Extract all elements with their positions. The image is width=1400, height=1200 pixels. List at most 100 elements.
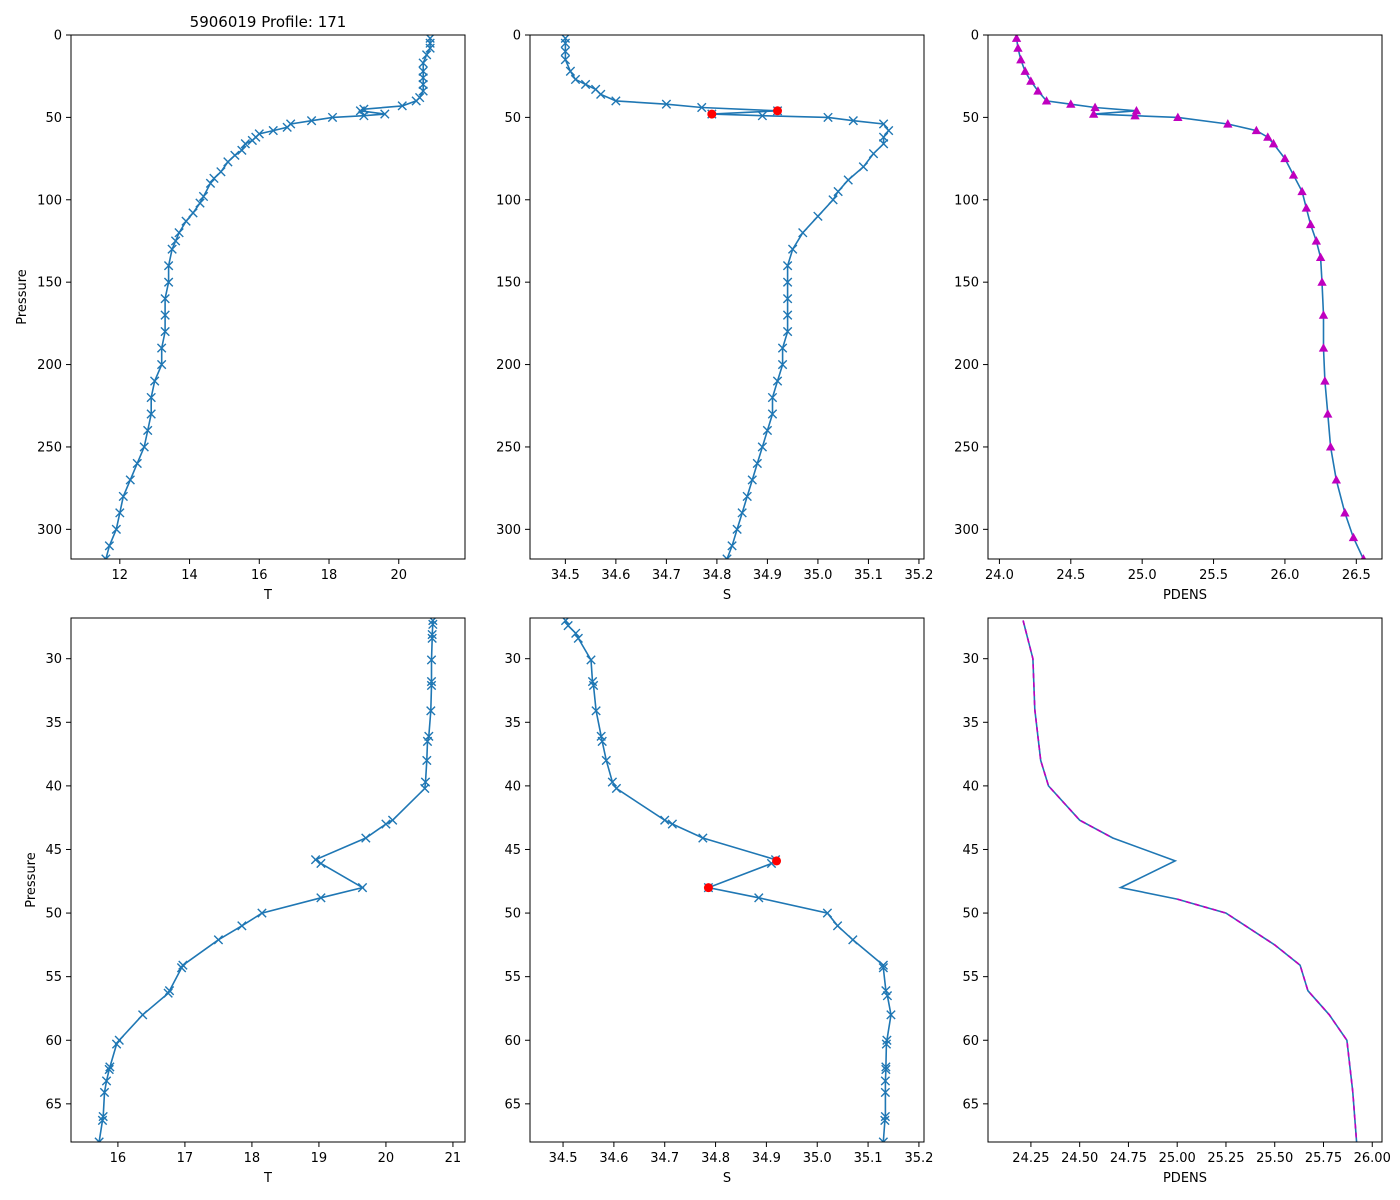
top-salinity-x-marker [833, 186, 843, 197]
bottom-salinity-xtick-label: 35.0 [803, 1151, 832, 1166]
bottom-density-axes-frame [987, 617, 1383, 1143]
bottom-temperature-axes-frame [70, 617, 466, 1143]
top-salinity-ytick-label: 300 [496, 523, 521, 538]
top-density-triangle-marker [1348, 532, 1359, 542]
bottom-salinity-x-marker [597, 736, 607, 747]
bottom-density-ytick-label: 65 [962, 1097, 979, 1112]
bottom-salinity-x-marker [571, 628, 581, 638]
bottom-salinity-x-marker [848, 935, 858, 945]
top-temperature-x-marker [125, 475, 135, 485]
top-salinity-x-marker [843, 175, 853, 185]
bottom-temperature-x-marker [428, 619, 438, 630]
bottom-density-xtick-label: 25.25 [1207, 1151, 1244, 1166]
top-density-triangle-marker [1016, 54, 1026, 64]
top-temperature-x-marker [425, 43, 435, 53]
top-density-triangle-marker [1066, 99, 1076, 108]
top-salinity-x-marker [727, 541, 737, 551]
top-temperature-x-marker [146, 392, 156, 403]
top-salinity-x-marker [878, 119, 889, 129]
bottom-density-plot-area [988, 618, 1382, 1142]
bottom-salinity-x-marker [880, 1111, 891, 1122]
bottom-salinity-highlight-point [703, 883, 713, 893]
bottom-density-xtick-label: 25.50 [1256, 1151, 1293, 1166]
top-temperature-x-marker [421, 50, 432, 60]
bottom-salinity-x-marker [880, 1115, 890, 1126]
top-density-triangle-marker [1301, 203, 1312, 212]
top-density-triangle-marker [1323, 409, 1333, 418]
top-salinity-x-marker [878, 132, 889, 142]
bottom-temperature-panel: 16 17 18 19 20 21 30 35 40 45 50 55 60 65 T Pressure [24, 617, 466, 1186]
figure-title: 5906019 Profile: 171 [190, 13, 347, 31]
top-temperature-ylabel: Pressure [15, 269, 30, 325]
top-salinity-x-marker [777, 343, 788, 353]
top-salinity-x-marker [858, 162, 869, 172]
top-density-triangle-marker [1311, 236, 1322, 245]
bottom-salinity-x-marker [591, 706, 601, 716]
top-temperature-plot-area [71, 35, 465, 559]
top-salinity-x-marker [560, 55, 571, 65]
bottom-salinity-x-marker [611, 783, 622, 794]
top-density-triangle-marker [1013, 43, 1023, 52]
top-temperature-x-marker [240, 139, 251, 149]
bottom-temperature-ytick-label: 65 [45, 1097, 62, 1112]
top-density-ytick-label: 150 [954, 276, 979, 291]
bottom-temperature-x-marker [357, 882, 368, 893]
bottom-density-xtick-label: 24.75 [1110, 1151, 1147, 1166]
top-temperature-x-marker [143, 425, 153, 436]
bottom-temperature-xlabel: T [263, 1171, 272, 1186]
bottom-temperature-x-marker [381, 819, 391, 829]
bottom-salinity-x-marker [832, 921, 843, 931]
top-temperature-x-marker [163, 260, 174, 271]
top-density-ytick-label: 250 [954, 440, 979, 455]
top-density-triangle-marker [1288, 170, 1299, 179]
bottom-temperature-ytick-label: 35 [45, 716, 62, 731]
top-temperature-x-marker [327, 112, 338, 123]
top-salinity-ytick-label: 250 [496, 440, 521, 455]
bottom-temperature-x-marker [426, 706, 436, 716]
top-density-triangle-marker [1315, 252, 1326, 262]
bottom-salinity-ytick-label: 55 [504, 970, 521, 985]
top-salinity-x-marker [782, 326, 793, 337]
top-salinity-xtick-label: 35.2 [904, 568, 933, 583]
top-temperature-x-marker [195, 198, 205, 208]
bottom-salinity-xtick-label: 35.1 [854, 1151, 883, 1166]
top-temperature-ytick-label: 50 [45, 111, 62, 126]
top-salinity-x-marker [787, 244, 798, 254]
top-salinity-x-marker [823, 112, 833, 123]
bottom-temperature-x-marker [387, 815, 398, 825]
top-temperature-x-marker [139, 442, 149, 452]
top-salinity-x-marker [767, 392, 778, 403]
top-salinity-panel: 34.5 34.6 34.7 34.8 34.9 35.0 35.1 35.2 0 50 100 15… [496, 29, 933, 604]
bottom-temperature-xtick-label: 21 [445, 1151, 462, 1166]
bottom-temperature-x-marker [98, 1111, 108, 1122]
top-temperature-x-marker [380, 109, 390, 119]
bottom-temperature-x-marker [163, 988, 173, 998]
top-temperature-x-marker [146, 409, 156, 419]
top-temperature-x-marker [160, 326, 170, 337]
top-salinity-x-marker [580, 79, 591, 90]
top-density-triangle-marker [1026, 76, 1036, 85]
bottom-salinity-xtick-label: 34.5 [549, 1151, 578, 1166]
top-density-triangle-marker [1318, 310, 1329, 319]
top-salinity-xtick-label: 34.9 [753, 568, 782, 583]
bottom-salinity-x-marker [607, 777, 618, 787]
top-salinity-plot-area [530, 35, 924, 559]
bottom-temperature-ylabel: Pressure [24, 852, 39, 908]
top-temperature-x-marker [418, 66, 428, 76]
top-temperature-x-marker [156, 359, 167, 370]
bottom-salinity-x-marker [882, 991, 893, 1001]
bottom-temperature-ytick-label: 30 [45, 652, 62, 667]
bottom-temperature-x-marker [237, 921, 247, 931]
top-salinity-x-marker [782, 310, 793, 320]
top-density-triangle-marker [1317, 277, 1327, 286]
top-density-triangle-marker [1251, 125, 1262, 135]
bottom-temperature-ytick-label: 45 [45, 843, 62, 858]
top-salinity-x-marker [732, 524, 742, 535]
bottom-salinity-xlabel: S [723, 1171, 731, 1186]
bottom-temperature-data-layer [94, 618, 438, 1142]
top-temperature-ytick-label: 150 [37, 276, 62, 291]
bottom-salinity-x-marker [698, 833, 708, 843]
bottom-temperature-x-marker [97, 1115, 108, 1126]
top-temperature-x-marker [205, 178, 216, 188]
